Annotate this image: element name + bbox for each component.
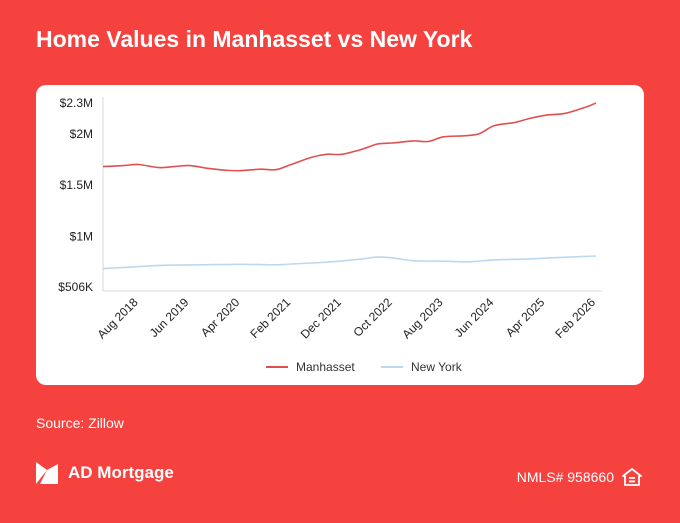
brand: AD Mortgage	[36, 462, 174, 484]
x-tick-label: Jun 2019	[147, 295, 192, 340]
x-tick-label: Apr 2025	[503, 295, 548, 340]
x-tick-label: Oct 2022	[350, 295, 395, 340]
chart-card: $2.3M $2M $1.5M $1M $506K Aug 2018 Jun 2019 Apr…	[36, 85, 644, 385]
page-title: Home Values in Manhasset vs New York	[36, 26, 473, 52]
y-tick-label: $2.3M	[60, 96, 93, 110]
y-tick-label: $1M	[70, 229, 93, 243]
x-tick-label: Apr 2020	[198, 295, 243, 340]
source-label: Source: Zillow	[36, 415, 124, 431]
x-tick-label: Feb 2026	[552, 295, 598, 341]
x-tick-label: Aug 2018	[94, 295, 140, 341]
brand-name: AD Mortgage	[68, 463, 174, 482]
y-tick-label: $506K	[58, 280, 93, 294]
x-tick-label: Aug 2023	[399, 295, 445, 341]
nmls-number: NMLS# 958660	[516, 469, 614, 485]
series-line-manhasset	[102, 102, 597, 172]
nmls-footer: NMLS# 958660	[517, 468, 642, 486]
y-tick-label: $2M	[70, 127, 93, 141]
x-tick-label: Dec 2021	[298, 295, 344, 341]
legend-label: Manhasset	[296, 360, 355, 374]
ad-mortgage-logo-icon	[36, 462, 58, 484]
legend-label: New York	[411, 360, 463, 374]
y-tick-label: $1.5M	[60, 178, 93, 192]
equal-housing-opportunity-icon	[622, 468, 642, 486]
x-tick-label: Jun 2024	[452, 295, 497, 340]
x-tick-label: Feb 2021	[247, 295, 293, 341]
series-line-new-york	[102, 255, 597, 270]
